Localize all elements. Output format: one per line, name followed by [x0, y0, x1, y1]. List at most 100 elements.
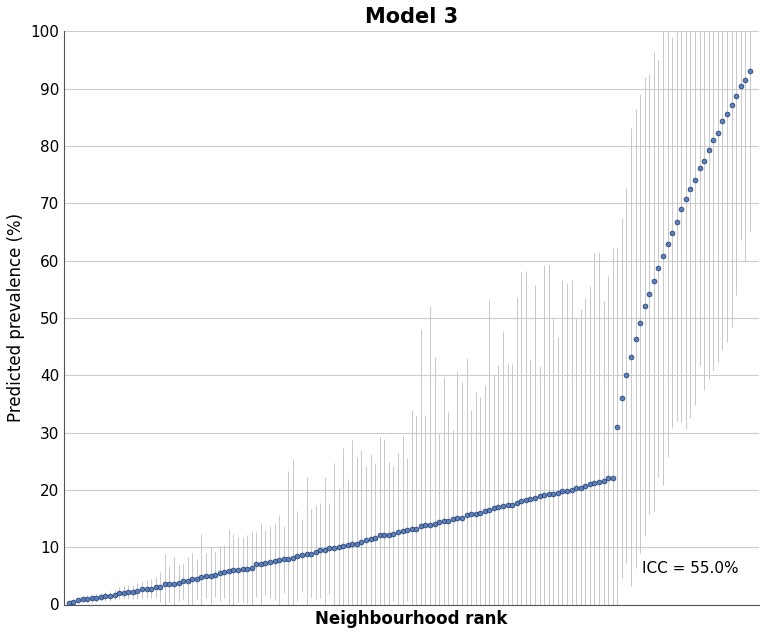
Point: [163, 578, 175, 589]
Point: [666, 227, 679, 237]
Point: [264, 557, 276, 567]
Point: [542, 489, 555, 499]
Point: [131, 586, 143, 596]
Point: [716, 116, 728, 126]
Point: [254, 559, 267, 569]
Point: [410, 523, 422, 533]
Point: [136, 584, 148, 594]
Point: [177, 577, 189, 587]
Point: [346, 539, 358, 549]
Point: [109, 590, 121, 600]
Point: [620, 370, 633, 380]
Point: [332, 542, 345, 552]
Point: [525, 494, 537, 504]
Point: [319, 545, 331, 556]
Point: [314, 545, 326, 556]
Point: [460, 510, 473, 520]
Point: [506, 500, 519, 510]
Point: [391, 527, 404, 537]
Point: [735, 81, 747, 91]
Text: ICC = 55.0%: ICC = 55.0%: [642, 561, 738, 576]
Point: [401, 525, 413, 535]
Point: [433, 517, 445, 527]
Point: [712, 128, 724, 138]
Point: [483, 505, 496, 515]
Point: [597, 476, 610, 486]
Point: [323, 544, 336, 554]
Point: [725, 100, 738, 110]
Point: [259, 558, 271, 568]
Point: [237, 565, 249, 575]
Point: [634, 318, 647, 328]
Point: [561, 486, 573, 496]
Point: [369, 533, 381, 543]
Point: [296, 551, 308, 561]
Point: [684, 184, 696, 194]
Point: [648, 276, 660, 286]
Point: [739, 75, 751, 85]
Point: [702, 145, 715, 155]
Point: [268, 556, 280, 566]
Point: [342, 540, 354, 550]
Point: [657, 251, 669, 261]
Point: [305, 549, 317, 559]
Point: [63, 598, 75, 608]
Point: [374, 530, 386, 540]
Point: [730, 91, 742, 101]
Point: [488, 502, 500, 512]
Point: [241, 564, 254, 574]
Point: [653, 263, 665, 273]
Point: [570, 483, 582, 493]
Point: [277, 554, 290, 565]
Point: [602, 473, 614, 483]
Point: [405, 524, 417, 534]
Point: [126, 587, 139, 597]
Point: [328, 543, 340, 553]
Point: [424, 519, 436, 530]
Point: [383, 530, 395, 540]
Point: [465, 509, 477, 519]
Point: [182, 576, 194, 586]
Point: [625, 352, 637, 362]
Point: [145, 584, 157, 594]
Point: [689, 175, 701, 185]
Point: [77, 594, 89, 605]
Point: [186, 574, 198, 584]
Y-axis label: Predicted prevalence (%): Predicted prevalence (%): [7, 213, 25, 422]
Point: [273, 555, 285, 565]
Point: [337, 541, 349, 551]
Point: [378, 530, 391, 540]
Point: [154, 582, 166, 592]
Point: [707, 135, 719, 145]
Point: [584, 479, 596, 489]
Point: [67, 597, 80, 607]
Point: [223, 566, 235, 576]
Point: [355, 537, 368, 547]
Point: [428, 519, 440, 529]
Point: [437, 516, 450, 526]
Point: [662, 239, 674, 249]
Point: [630, 333, 642, 344]
Point: [365, 533, 377, 544]
Point: [172, 578, 185, 588]
Point: [113, 588, 125, 598]
Point: [218, 566, 231, 577]
Point: [593, 476, 605, 486]
Point: [140, 584, 152, 594]
Point: [300, 549, 313, 559]
Point: [529, 493, 542, 503]
Point: [100, 591, 112, 601]
Point: [538, 490, 550, 500]
Point: [698, 156, 710, 166]
Point: [639, 301, 651, 311]
Point: [502, 500, 514, 510]
X-axis label: Neighbourhood rank: Neighbourhood rank: [316, 610, 508, 628]
Point: [81, 594, 93, 604]
Point: [721, 109, 733, 119]
Point: [232, 565, 244, 575]
Point: [442, 516, 454, 526]
Point: [309, 547, 322, 557]
Point: [214, 568, 226, 578]
Point: [291, 551, 303, 561]
Point: [414, 521, 427, 531]
